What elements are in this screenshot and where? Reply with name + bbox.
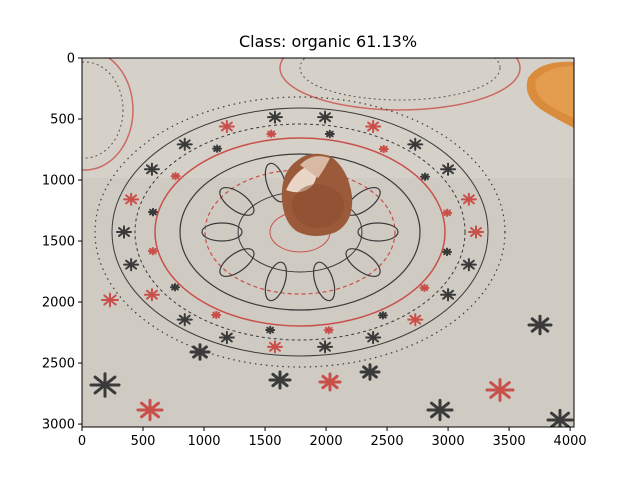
petal-motif	[312, 261, 336, 302]
star-motif	[218, 330, 235, 345]
plot-title: Class: organic 61.13%	[238, 32, 418, 51]
x-tick-label: 3500	[493, 434, 526, 449]
left-medallion	[82, 58, 134, 171]
star-motif	[266, 340, 283, 354]
star-motif	[147, 246, 158, 256]
star-motif	[527, 314, 553, 336]
star-motif	[378, 144, 389, 154]
star-motif	[170, 171, 181, 181]
star-motif	[318, 372, 342, 392]
y-tick-label: 500	[50, 113, 75, 128]
star-motif	[101, 292, 119, 308]
star-motif	[468, 225, 484, 239]
star-motif	[147, 207, 158, 217]
x-tick-label: 4000	[554, 434, 587, 449]
star-motif	[485, 378, 515, 402]
star-motif	[189, 343, 211, 361]
y-tick-label: 1500	[42, 235, 75, 250]
star-motif	[143, 162, 160, 176]
x-tick-label: 1000	[187, 434, 220, 449]
y-tick-label: 3000	[42, 418, 75, 433]
x-tick-label: 3000	[432, 434, 465, 449]
eggshell	[281, 153, 353, 236]
x-tick-label: 1500	[248, 434, 281, 449]
star-motif	[419, 283, 430, 293]
y-tick-label: 0	[67, 52, 75, 67]
star-motif	[323, 325, 334, 335]
star-motif	[317, 110, 334, 124]
photo	[82, 58, 574, 427]
star-motif	[365, 119, 382, 134]
star-motif	[169, 283, 180, 292]
x-axis-ticks: 0 500 1000 1500 2000 2500 3000 3500 4000	[78, 427, 587, 449]
petal-motif	[219, 187, 255, 216]
petal-motif	[201, 222, 243, 242]
y-tick-label: 1000	[42, 174, 75, 189]
star-motif	[546, 408, 574, 427]
star-motif	[426, 398, 454, 422]
bread-piece	[526, 61, 574, 128]
star-motif	[211, 310, 222, 320]
star-motif	[460, 192, 477, 206]
star-motif	[460, 258, 477, 272]
axes-frame	[81, 57, 575, 428]
petal-motif	[219, 248, 255, 277]
y-tick-label: 2000	[42, 296, 75, 311]
y-axis-ticks: 0 500 1000 1500 2000 2500 3000	[42, 52, 82, 433]
star-motif	[359, 363, 381, 381]
x-tick-label: 500	[131, 434, 156, 449]
x-tick-label: 0	[78, 434, 86, 449]
petal-motif	[345, 248, 381, 277]
petal-motif	[357, 222, 399, 242]
star-motif	[377, 311, 388, 320]
star-motif	[317, 340, 334, 354]
star-motif	[420, 172, 431, 181]
star-motif	[365, 330, 382, 345]
star-motif	[89, 372, 121, 398]
star-motif	[136, 398, 164, 422]
star-motif	[324, 129, 335, 139]
upper-medallion	[279, 58, 521, 111]
petal-motif	[264, 261, 288, 302]
star-motif	[442, 247, 453, 257]
star-motif	[176, 313, 193, 327]
star-motif	[268, 370, 292, 390]
y-tick-label: 2500	[42, 357, 75, 372]
star-motif	[442, 208, 453, 218]
star-motif	[440, 288, 457, 302]
star-motif	[143, 288, 160, 302]
star-motif	[265, 325, 276, 335]
pattern-stars	[89, 110, 574, 427]
star-motif	[176, 137, 193, 151]
star-motif	[407, 137, 424, 151]
star-motif	[123, 192, 140, 206]
star-motif	[266, 110, 283, 124]
star-motif	[440, 162, 457, 176]
x-tick-label: 2500	[371, 434, 404, 449]
star-motif	[123, 258, 140, 272]
star-motif	[407, 313, 424, 327]
star-motif	[266, 129, 277, 139]
star-motif	[218, 119, 235, 134]
x-tick-label: 2000	[310, 434, 343, 449]
star-motif	[116, 225, 132, 239]
star-motif	[212, 144, 223, 153]
